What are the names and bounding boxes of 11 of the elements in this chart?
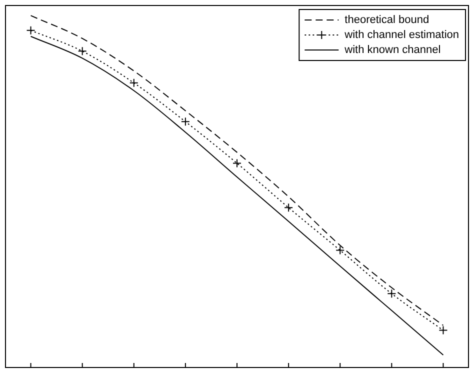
point [387,289,396,298]
point [180,117,190,126]
point [129,78,138,88]
point [78,46,87,56]
legend-label: with channel estimation [344,29,460,42]
point [438,326,448,335]
legend-label: theoretical bound [344,14,430,26]
point [284,203,294,212]
point [336,246,345,255]
legend-label: with known channel [344,44,441,56]
point [232,158,242,168]
